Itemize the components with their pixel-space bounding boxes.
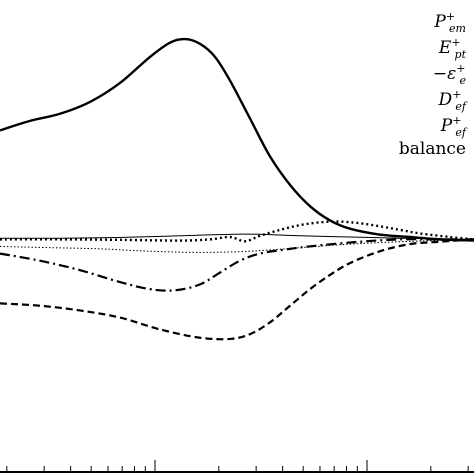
legend-entry-0: P+ em [433, 10, 466, 35]
series-line-5 [0, 233, 474, 240]
series-line-1 [0, 220, 474, 243]
legend-entry-3: D+ ef [438, 88, 468, 113]
legend-entry-2: −ε+ e [433, 62, 467, 87]
series-line-4 [0, 238, 474, 253]
legend-entry-5: balance [399, 139, 466, 159]
legend-entry-1: E+ pt [438, 36, 467, 61]
series-line-0 [0, 37, 474, 242]
series-line-3 [0, 238, 474, 341]
legend-entry-4: P+ ef [440, 114, 468, 139]
axes [0, 460, 474, 473]
series-line-2 [0, 238, 474, 292]
series-layer [0, 37, 474, 341]
